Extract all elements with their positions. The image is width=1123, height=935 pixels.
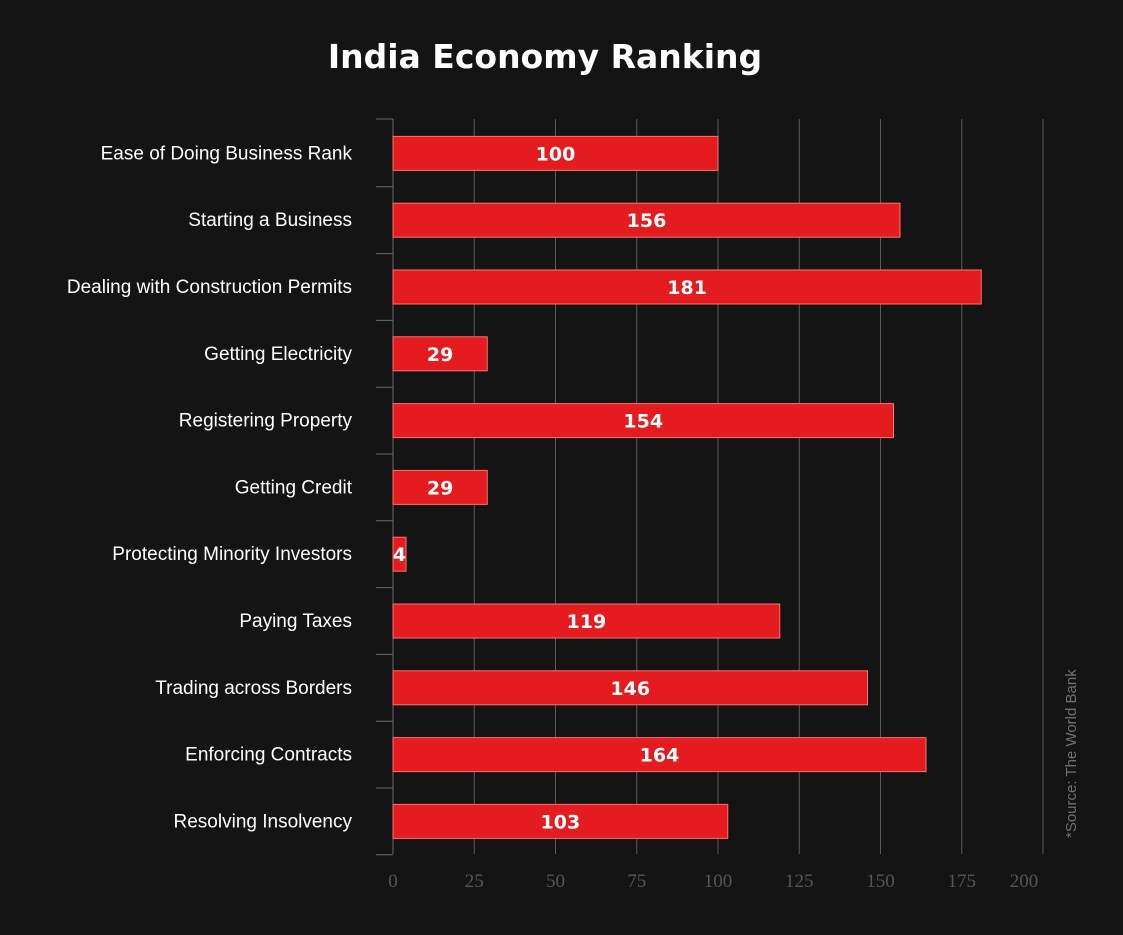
category-label: Paying Taxes bbox=[239, 611, 352, 632]
bar-value-label: 146 bbox=[610, 678, 650, 700]
category-label: Protecting Minority Investors bbox=[112, 544, 352, 565]
x-tick-label: 150 bbox=[866, 871, 895, 892]
x-tick-label: 100 bbox=[704, 871, 733, 892]
bar-value-label: 154 bbox=[623, 411, 663, 433]
category-labels: Ease of Doing Business Rank Starting a Bu… bbox=[67, 143, 353, 832]
x-tick-label: 50 bbox=[546, 871, 565, 892]
x-tick-label: 175 bbox=[948, 871, 977, 892]
bar bbox=[392, 603, 781, 639]
category-label: Getting Credit bbox=[235, 477, 353, 498]
bar-value-label: 164 bbox=[640, 745, 680, 767]
category-label: Trading across Borders bbox=[155, 678, 352, 699]
bar bbox=[392, 269, 982, 305]
bar bbox=[392, 737, 927, 773]
bar-value-label: 119 bbox=[567, 611, 607, 633]
category-label: Enforcing Contracts bbox=[185, 745, 352, 766]
bars: 100 156 181 29 154 29 4 119 146 164 103 bbox=[392, 135, 982, 839]
x-tick-label: 200 bbox=[1010, 871, 1039, 892]
bar bbox=[392, 536, 407, 572]
x-tick-label: 25 bbox=[465, 871, 484, 892]
bar-value-label: 29 bbox=[427, 477, 453, 499]
chart-title: India Economy Ranking bbox=[328, 37, 762, 76]
x-tick-label: 0 bbox=[388, 871, 398, 892]
category-label: Registering Property bbox=[179, 411, 353, 432]
bar-value-label: 103 bbox=[541, 811, 581, 833]
grid-lines bbox=[473, 119, 1044, 854]
category-label: Ease of Doing Business Rank bbox=[101, 143, 353, 164]
x-tick-label: 125 bbox=[785, 871, 814, 892]
bar bbox=[392, 336, 488, 372]
category-label: Resolving Insolvency bbox=[174, 811, 353, 832]
bar bbox=[392, 135, 719, 171]
category-label: Getting Electricity bbox=[204, 344, 352, 365]
bar-value-label: 4 bbox=[393, 544, 406, 566]
bar bbox=[392, 403, 894, 439]
bar bbox=[392, 670, 868, 706]
category-label: Dealing with Construction Permits bbox=[67, 277, 352, 298]
source-note: *Source: The World Bank bbox=[1063, 669, 1080, 838]
category-label: Starting a Business bbox=[188, 210, 352, 231]
bar-value-label: 100 bbox=[536, 143, 576, 165]
bar bbox=[392, 803, 729, 839]
bar-value-label: 29 bbox=[427, 344, 453, 366]
bar bbox=[392, 202, 901, 238]
x-tick-labels: 0 25 50 75 100 125 150 175 200 bbox=[388, 871, 1038, 892]
bar bbox=[392, 469, 488, 505]
x-tick-label: 75 bbox=[627, 871, 646, 892]
bar-value-label: 181 bbox=[667, 277, 707, 299]
bar-value-label: 156 bbox=[627, 210, 667, 232]
